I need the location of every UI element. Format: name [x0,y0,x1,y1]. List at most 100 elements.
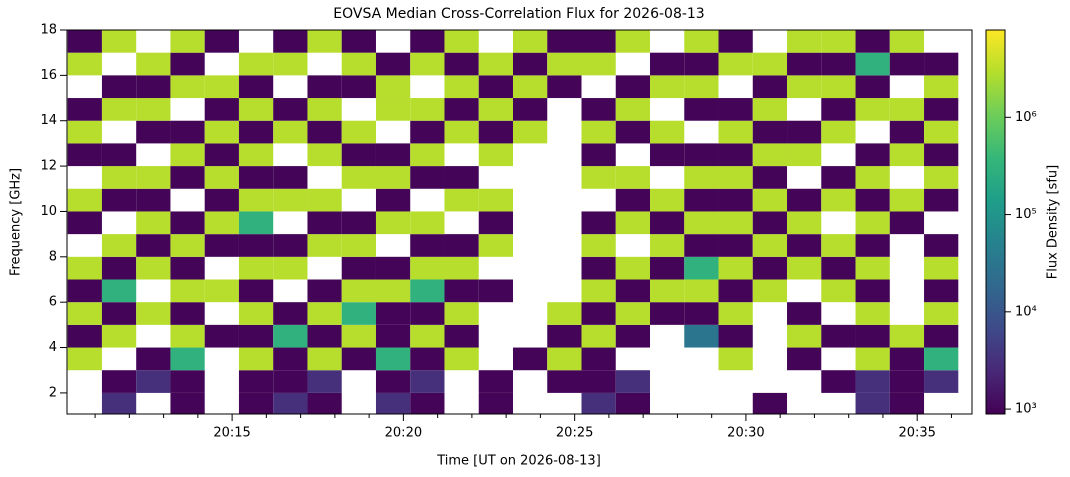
y-tick-label: 18 [40,23,57,38]
heatmap-cell [718,143,753,167]
heatmap-cell [67,120,102,144]
heatmap-cell [410,98,445,121]
heatmap-cell [855,279,890,303]
heatmap-cell [855,392,890,414]
heatmap-cell [238,166,274,189]
heatmap-cell [581,279,616,303]
heatmap-cell [204,120,239,144]
heatmap-cell [238,347,274,371]
heatmap-cell [684,234,719,257]
heatmap-cell [889,52,925,76]
heatmap-cell [136,98,171,121]
heatmap-cell [238,392,274,414]
heatmap-cell [341,279,376,303]
heatmap-cell [170,120,205,144]
heatmap-cell [410,234,445,257]
heatmap-cell [341,52,376,76]
heatmap-cell [67,98,102,121]
heatmap-cell [547,30,582,53]
heatmap-cell [67,52,102,76]
heatmap-cell [410,256,445,280]
heatmap-cell [204,188,239,212]
heatmap-cell [101,30,137,53]
heatmap-cell [889,30,925,53]
heatmap-cell [581,143,616,167]
heatmap-cell [375,211,411,235]
heatmap-cell [478,370,513,393]
heatmap-cell [273,166,308,189]
heatmap-cell [307,75,342,99]
heatmap-cell [924,166,959,189]
heatmap-cell [718,347,753,371]
heatmap-cell [136,211,171,235]
heatmap-cell [170,143,205,167]
heatmap-cell [650,234,685,257]
heatmap-cell [478,98,513,121]
heatmap-cell [238,52,274,76]
heatmap-cell [67,143,102,167]
heatmap-cell [273,302,308,325]
heatmap-cell [410,279,445,303]
heatmap-cell [238,211,274,235]
heatmap-cell [444,324,479,348]
heatmap-cell [375,347,411,371]
heatmap-cell [410,120,445,144]
heatmap-cell [924,234,959,257]
heatmap-cell [101,75,137,99]
heatmap-cell [307,370,342,393]
heatmap-cell [581,120,616,144]
heatmap-cell [170,166,205,189]
heatmap-cell [101,188,137,212]
heatmap-cell [273,256,308,280]
heatmap-cell [581,98,616,121]
heatmap-cell [821,370,856,393]
heatmap-cell [101,256,137,280]
heatmap-cell [67,324,102,348]
heatmap-cell [136,166,171,189]
heatmap-cell [924,302,959,325]
heatmap-cell [273,324,308,348]
heatmap-cell [718,234,753,257]
heatmap-cell [375,52,411,76]
heatmap-cell [204,75,239,99]
heatmap-cell [478,52,513,76]
heatmap [67,30,959,414]
x-axis-label: Time [UT on 2026-08-13] [436,454,601,469]
heatmap-cell [375,370,411,393]
heatmap-cell [238,324,274,348]
heatmap-cell [101,370,137,393]
x-tick-label: 20:30 [727,426,764,441]
heatmap-cell [855,75,890,99]
heatmap-cell [410,166,445,189]
heatmap-cell [307,234,342,257]
heatmap-cell [478,75,513,99]
heatmap-cell [238,234,274,257]
heatmap-cell [307,279,342,303]
heatmap-cell [615,392,651,414]
heatmap-cell [752,234,788,257]
heatmap-cell [444,75,479,99]
heatmap-cell [684,98,719,121]
heatmap-cell [787,302,822,325]
heatmap-cell [855,52,890,76]
heatmap-cell [752,75,788,99]
heatmap-cell [67,188,102,212]
heatmap-cell [170,279,205,303]
heatmap-cell [341,256,376,280]
heatmap-cell [684,143,719,167]
heatmap-cell [684,256,719,280]
heatmap-cell [136,234,171,257]
heatmap-cell [787,256,822,280]
heatmap-cell [444,98,479,121]
heatmap-cell [512,52,548,76]
heatmap-cell [67,30,102,53]
heatmap-cell [889,120,925,144]
y-axis-label: Frequency [GHz] [9,168,24,276]
heatmap-cell [752,211,788,235]
colorbar-tick-label: 10⁶ [1015,110,1037,125]
heatmap-cell [889,98,925,121]
heatmap-cell [718,188,753,212]
heatmap-cell [478,279,513,303]
heatmap-cell [787,234,822,257]
